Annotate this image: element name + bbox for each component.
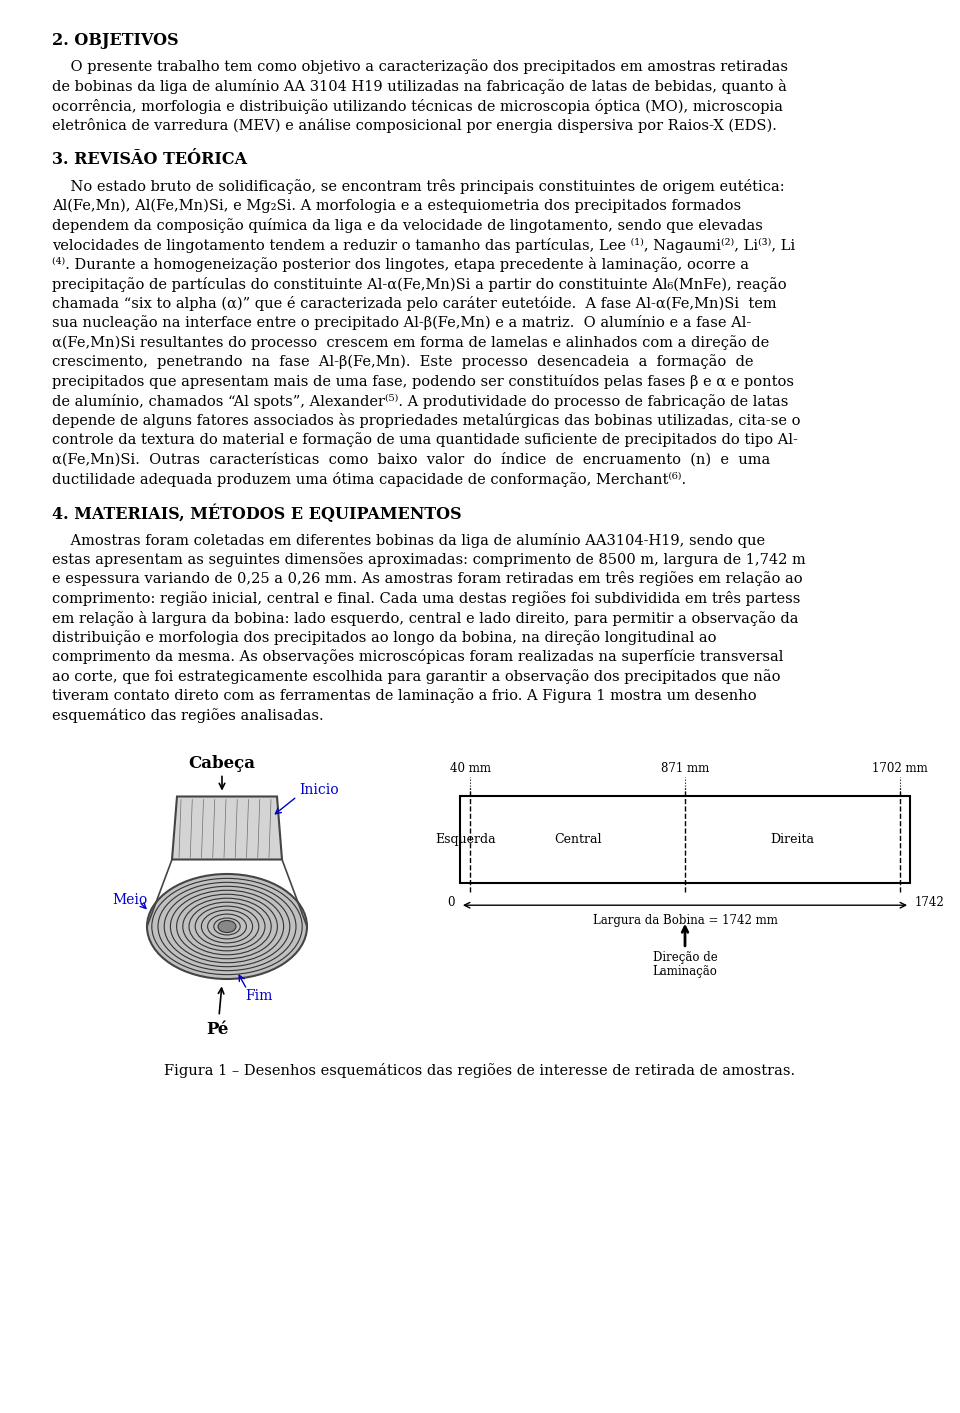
Text: 2. OBJETIVOS: 2. OBJETIVOS (52, 32, 179, 49)
Text: Esquerda: Esquerda (435, 834, 495, 846)
Text: 4. MATERIAIS, MÉTODOS E EQUIPAMENTOS: 4. MATERIAIS, MÉTODOS E EQUIPAMENTOS (52, 504, 462, 523)
Text: controle da textura do material e formação de uma quantidade suficiente de preci: controle da textura do material e formaç… (52, 432, 798, 448)
Text: Direção de
Laminação: Direção de Laminação (653, 951, 717, 978)
Text: Fim: Fim (245, 989, 273, 1003)
Text: α(Fe,Mn)Si.  Outras  características  como  baixo  valor  do  índice  de  encrua: α(Fe,Mn)Si. Outras características como … (52, 452, 770, 466)
Text: crescimento,  penetrando  na  fase  Al-β(Fe,Mn).  Este  processo  desencadeia  a: crescimento, penetrando na fase Al-β(Fe,… (52, 355, 754, 369)
Text: 1742: 1742 (915, 896, 945, 909)
Text: Largura da Bobina = 1742 mm: Largura da Bobina = 1742 mm (592, 914, 778, 927)
Text: comprimento: região inicial, central e final. Cada uma destas regiões foi subdiv: comprimento: região inicial, central e f… (52, 591, 801, 606)
Text: ao corte, que foi estrategicamente escolhida para garantir a observação dos prec: ao corte, que foi estrategicamente escol… (52, 668, 780, 684)
Text: estas apresentam as seguintes dimensões aproximadas: comprimento de 8500 m, larg: estas apresentam as seguintes dimensões … (52, 552, 805, 567)
Text: esquemático das regiões analisadas.: esquemático das regiões analisadas. (52, 708, 324, 723)
Text: sua nucleação na interface entre o precipitado Al-β(Fe,Mn) e a matriz.  O alumín: sua nucleação na interface entre o preci… (52, 315, 752, 331)
Text: Direita: Direita (770, 834, 814, 846)
Text: Pé: Pé (205, 1022, 228, 1039)
Text: Inicio: Inicio (299, 783, 339, 797)
Text: distribuição e morfologia dos precipitados ao longo da bobina, na direção longit: distribuição e morfologia dos precipitad… (52, 630, 716, 644)
Text: de bobinas da liga de alumínio AA 3104 H19 utilizadas na fabricação de latas de : de bobinas da liga de alumínio AA 3104 H… (52, 79, 787, 95)
Ellipse shape (218, 920, 236, 933)
Text: 40 mm: 40 mm (450, 762, 491, 774)
Text: ductilidade adequada produzem uma ótima capacidade de conformação, Merchant⁽⁶⁾.: ductilidade adequada produzem uma ótima … (52, 472, 686, 486)
Text: Amostras foram coletadas em diferentes bobinas da liga de alumínio AA3104-H19, s: Amostras foram coletadas em diferentes b… (52, 533, 765, 547)
Text: velocidades de lingotamento tendem a reduzir o tamanho das partículas, Lee ⁽¹⁾, : velocidades de lingotamento tendem a red… (52, 237, 795, 253)
Text: ⁽⁴⁾. Durante a homogeneização posterior dos lingotes, etapa precedente à laminaç: ⁽⁴⁾. Durante a homogeneização posterior … (52, 257, 749, 273)
Polygon shape (172, 797, 282, 859)
Text: Central: Central (554, 834, 601, 846)
Text: chamada “six to alpha (α)” que é caracterizada pelo caráter eutetóide.  A fase A: chamada “six to alpha (α)” que é caracte… (52, 295, 777, 311)
Text: Meio: Meio (112, 893, 147, 907)
Text: Al(Fe,Mn), Al(Fe,Mn)Si, e Mg₂Si. A morfologia e a estequiometria dos precipitado: Al(Fe,Mn), Al(Fe,Mn)Si, e Mg₂Si. A morfo… (52, 198, 741, 213)
Text: ocorrência, morfologia e distribuição utilizando técnicas de microscopia óptica : ocorrência, morfologia e distribuição ut… (52, 99, 783, 113)
Text: No estado bruto de solidificação, se encontram três principais constituintes de : No estado bruto de solidificação, se enc… (52, 179, 784, 194)
Text: Figura 1 – Desenhos esquemáticos das regiões de interesse de retirada de amostra: Figura 1 – Desenhos esquemáticos das reg… (164, 1064, 796, 1078)
Text: precipitados que apresentam mais de uma fase, podendo ser constituídos pelas fas: precipitados que apresentam mais de uma … (52, 374, 794, 389)
Text: em relação à largura da bobina: lado esquerdo, central e lado direito, para perm: em relação à largura da bobina: lado esq… (52, 610, 799, 626)
Text: 3. REVISÃO TEÓRICA: 3. REVISÃO TEÓRICA (52, 151, 247, 168)
Text: 871 mm: 871 mm (660, 762, 709, 774)
Text: de alumínio, chamados “Al spots”, Alexander⁽⁵⁾. A produtividade do processo de f: de alumínio, chamados “Al spots”, Alexan… (52, 393, 788, 408)
Text: e espessura variando de 0,25 a 0,26 mm. As amostras foram retiradas em três regi: e espessura variando de 0,25 a 0,26 mm. … (52, 571, 803, 586)
Text: eletrônica de varredura (MEV) e análise composicional por energia dispersiva por: eletrônica de varredura (MEV) e análise … (52, 119, 777, 133)
Text: 0: 0 (447, 896, 455, 909)
Text: α(Fe,Mn)Si resultantes do processo  crescem em forma de lamelas e alinhados com : α(Fe,Mn)Si resultantes do processo cresc… (52, 335, 769, 350)
Text: O presente trabalho tem como objetivo a caracterização dos precipitados em amost: O presente trabalho tem como objetivo a … (52, 59, 788, 75)
Bar (460, 797, 910, 883)
Text: depende de alguns fatores associados às propriedades metalúrgicas das bobinas ut: depende de alguns fatores associados às … (52, 413, 801, 428)
Text: precipitação de partículas do constituinte Al-α(Fe,Mn)Si a partir do constituint: precipitação de partículas do constituin… (52, 277, 786, 291)
Ellipse shape (147, 875, 307, 979)
Text: dependem da composição química da liga e da velocidade de lingotamento, sendo qu: dependem da composição química da liga e… (52, 218, 763, 233)
Text: comprimento da mesma. As observações microscópicas foram realizadas na superfíci: comprimento da mesma. As observações mic… (52, 650, 783, 664)
Text: Cabeça: Cabeça (188, 755, 255, 771)
Text: tiveram contato direto com as ferramentas de laminação a frio. A Figura 1 mostra: tiveram contato direto com as ferramenta… (52, 688, 756, 704)
Text: 1702 mm: 1702 mm (872, 762, 927, 774)
